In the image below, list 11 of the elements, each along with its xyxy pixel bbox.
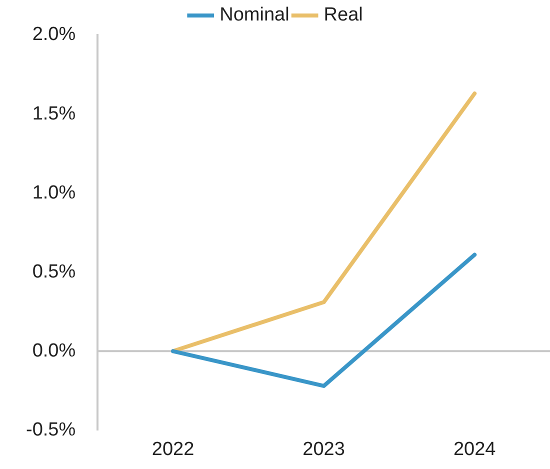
x-tick-label: 2024	[453, 438, 496, 460]
x-tick-label: 2023	[302, 438, 345, 460]
y-tick-label: 1.5%	[32, 103, 76, 124]
y-tick-label: 2.0%	[32, 24, 76, 46]
legend-label: Nominal	[220, 4, 290, 26]
y-tick-label: 0.5%	[32, 261, 76, 282]
y-tick-label: 1.0%	[32, 182, 76, 204]
x-tick-label: 2022	[152, 438, 194, 460]
y-tick-label: -0.5%	[26, 419, 76, 440]
y-tick-label: 0.0%	[32, 340, 76, 362]
legend-label: Real	[324, 4, 363, 26]
